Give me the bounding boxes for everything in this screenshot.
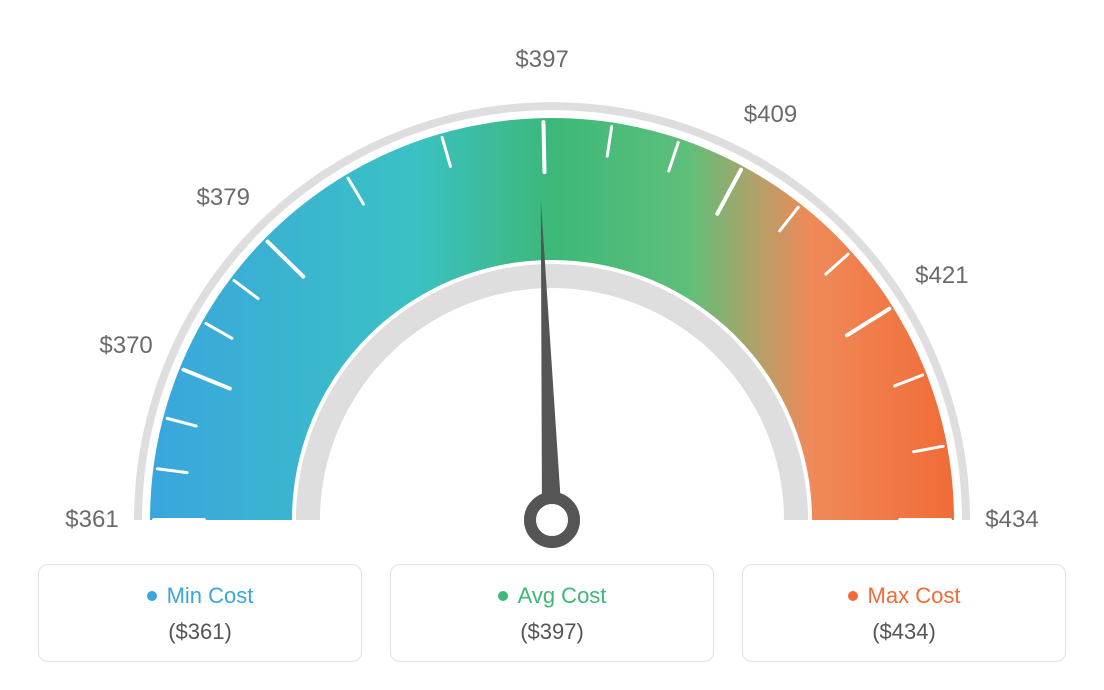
tick-label: $361 (65, 506, 118, 534)
chart-container: $361 $370 $379 $397 $409 $421 $434 Min Cost ($… (0, 0, 1104, 690)
legend-value-min: ($361) (49, 619, 351, 645)
tick-label: $434 (985, 506, 1038, 534)
legend-title-max: Max Cost (848, 583, 961, 609)
legend-card-min: Min Cost ($361) (38, 564, 362, 662)
legend-label-min: Min Cost (167, 583, 254, 609)
legend-card-max: Max Cost ($434) (742, 564, 1066, 662)
tick-label: $370 (99, 332, 152, 360)
legend-row: Min Cost ($361) Avg Cost ($397) Max Cost… (38, 564, 1066, 662)
tick-label: $421 (915, 262, 968, 290)
dot-icon (848, 591, 858, 601)
dot-icon (147, 591, 157, 601)
tick-label: $397 (515, 46, 568, 74)
legend-title-min: Min Cost (147, 583, 254, 609)
dot-icon (498, 591, 508, 601)
legend-value-avg: ($397) (401, 619, 703, 645)
legend-label-max: Max Cost (868, 583, 961, 609)
tick-label: $409 (744, 101, 797, 129)
legend-value-max: ($434) (753, 619, 1055, 645)
tick-label: $379 (197, 184, 250, 212)
legend-label-avg: Avg Cost (518, 583, 607, 609)
gauge-chart: $361 $370 $379 $397 $409 $421 $434 (0, 0, 1104, 560)
legend-title-avg: Avg Cost (498, 583, 607, 609)
legend-card-avg: Avg Cost ($397) (390, 564, 714, 662)
